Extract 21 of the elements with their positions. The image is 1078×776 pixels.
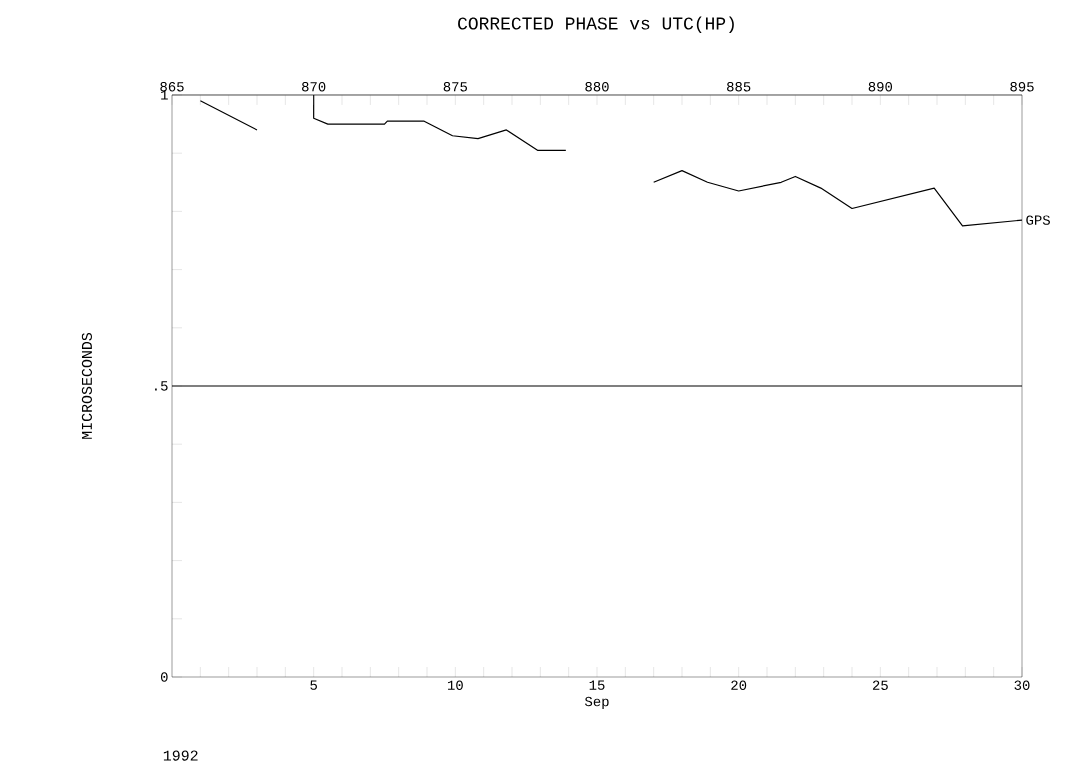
x2-tick-label: 890 (868, 82, 893, 92)
x-tick-label: 25 (872, 680, 888, 690)
x-tick-label: 10 (447, 680, 463, 690)
x2-tick-label: 875 (443, 82, 467, 92)
x2-tick-label: 880 (585, 82, 609, 92)
x2-tick-label: 895 (1010, 82, 1034, 92)
x-tick-label: 5 (310, 680, 317, 690)
series-label: GPS (1026, 215, 1050, 225)
y-axis-title: MICROSECONDS (81, 332, 92, 439)
x-tick-label: 20 (731, 680, 747, 690)
y-tick-label: 1 (161, 90, 168, 100)
x2-tick-label: 865 (160, 82, 184, 92)
chart-title: CORRECTED PHASE vs UTC(HP) (458, 16, 734, 34)
y-tick-label: 0 (160, 672, 168, 682)
x2-tick-label: 870 (302, 82, 326, 92)
text: 1992 (163, 750, 198, 761)
y-tick-label: .5 (155, 381, 168, 391)
x2-tick-label: 885 (727, 82, 751, 92)
x-tick-label: 15 (589, 680, 605, 690)
x-tick-label: 30 (1014, 680, 1030, 690)
x-axis-title: Sep (584, 696, 609, 710)
